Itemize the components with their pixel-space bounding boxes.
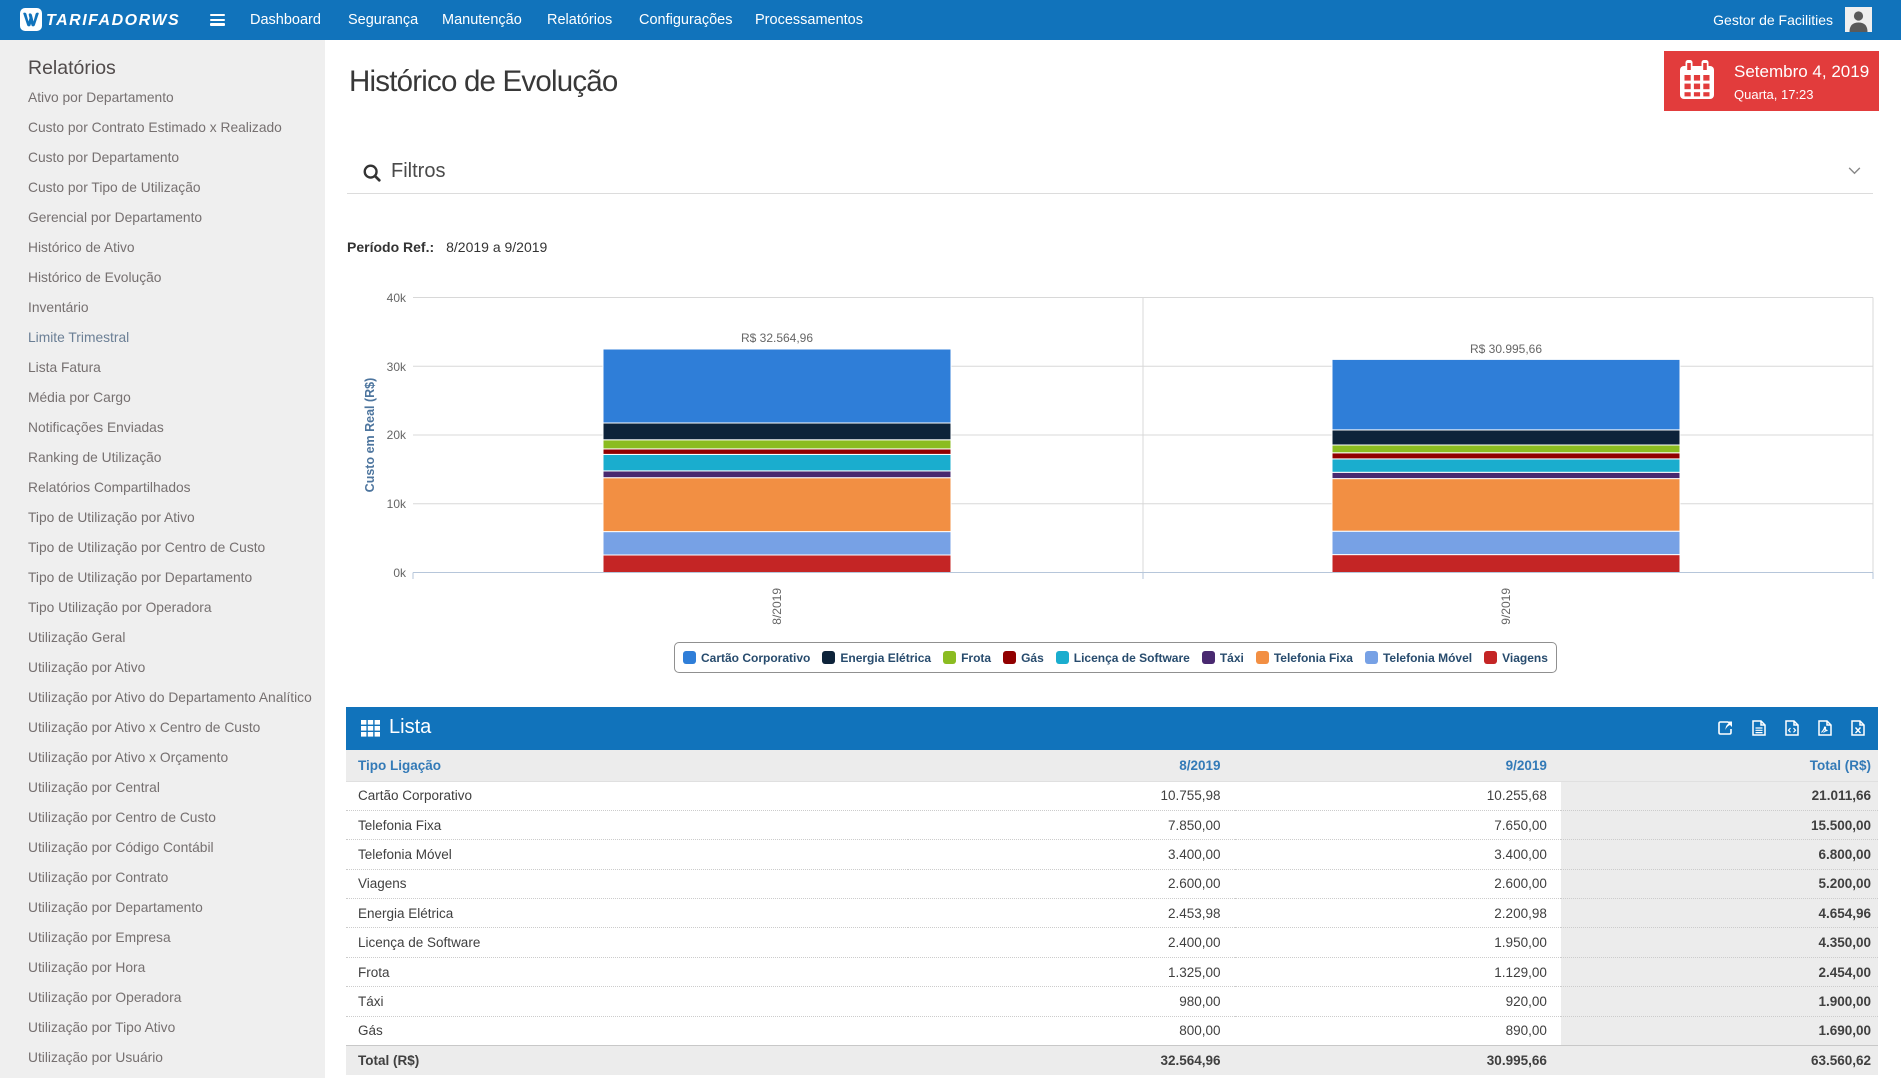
- svg-text:Custo em Real (R$): Custo em Real (R$): [363, 378, 377, 493]
- svg-text:R$ 32.564,96: R$ 32.564,96: [741, 331, 813, 345]
- svg-text:8/2019: 8/2019: [770, 588, 784, 625]
- svg-text:30k: 30k: [387, 360, 407, 374]
- svg-text:9/2019: 9/2019: [1499, 588, 1513, 625]
- svg-text:R$ 30.995,66: R$ 30.995,66: [1470, 342, 1542, 356]
- svg-text:0k: 0k: [393, 566, 407, 580]
- svg-text:20k: 20k: [387, 428, 407, 442]
- svg-text:40k: 40k: [387, 291, 407, 305]
- svg-text:10k: 10k: [387, 497, 407, 511]
